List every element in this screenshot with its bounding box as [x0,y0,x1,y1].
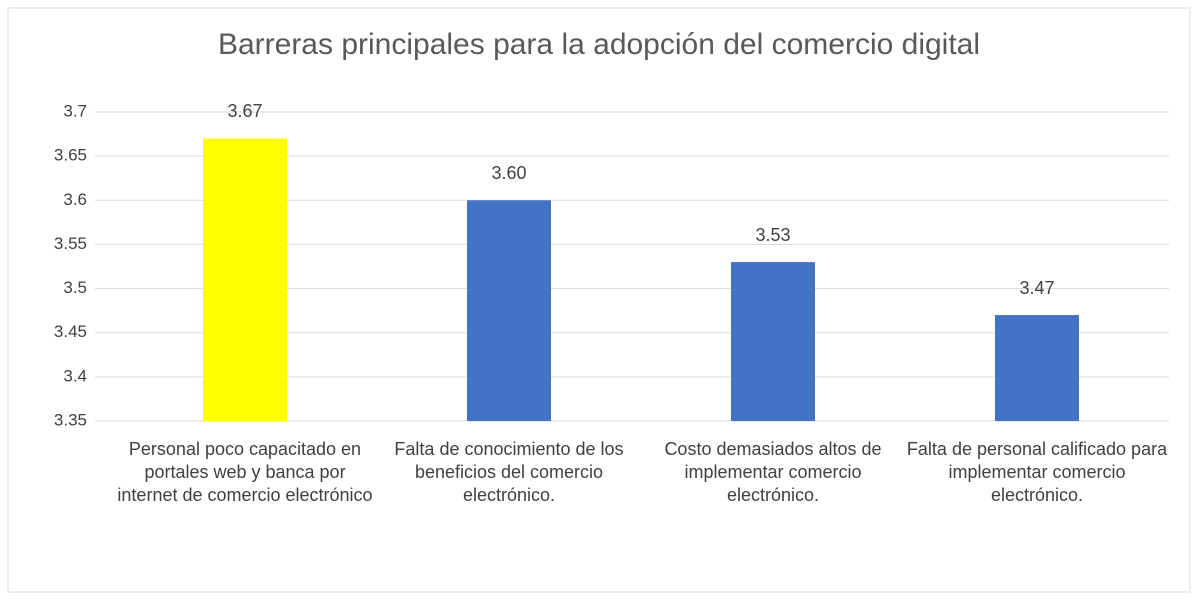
x-tick-label: Costo demasiados altos de implementar co… [664,439,882,505]
y-tick-label: 3.5 [63,278,87,297]
bar [203,138,287,421]
y-tick-label: 3.35 [54,410,87,429]
x-tick-label: Falta de conocimiento de los beneficios … [394,439,624,505]
data-label: 3.53 [755,225,790,245]
y-tick-label: 3.45 [54,322,87,341]
y-tick-label: 3.55 [54,234,87,253]
bar [731,262,815,421]
data-label: 3.60 [491,163,526,183]
y-tick-label: 3.7 [63,101,87,120]
y-tick-label: 3.6 [63,190,87,209]
y-tick-label: 3.4 [63,366,87,385]
data-label: 3.47 [1019,278,1054,298]
chart-title: Barreras principales para la adopción de… [218,28,980,61]
y-tick-label: 3.65 [54,146,87,165]
data-label: 3.67 [227,101,262,121]
x-tick-label: Falta de personal calificado para implem… [906,439,1168,505]
bar [467,200,551,421]
x-tick-label: Personal poco capacitado en portales web… [117,439,373,505]
bar [995,315,1079,421]
